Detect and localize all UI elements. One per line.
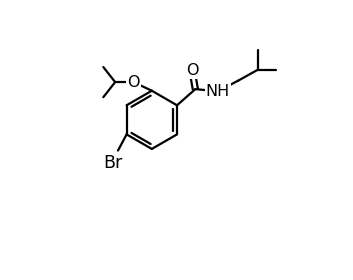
- Text: Br: Br: [103, 155, 122, 172]
- Text: O: O: [127, 74, 140, 90]
- Text: O: O: [186, 63, 198, 78]
- Text: NH: NH: [206, 84, 230, 99]
